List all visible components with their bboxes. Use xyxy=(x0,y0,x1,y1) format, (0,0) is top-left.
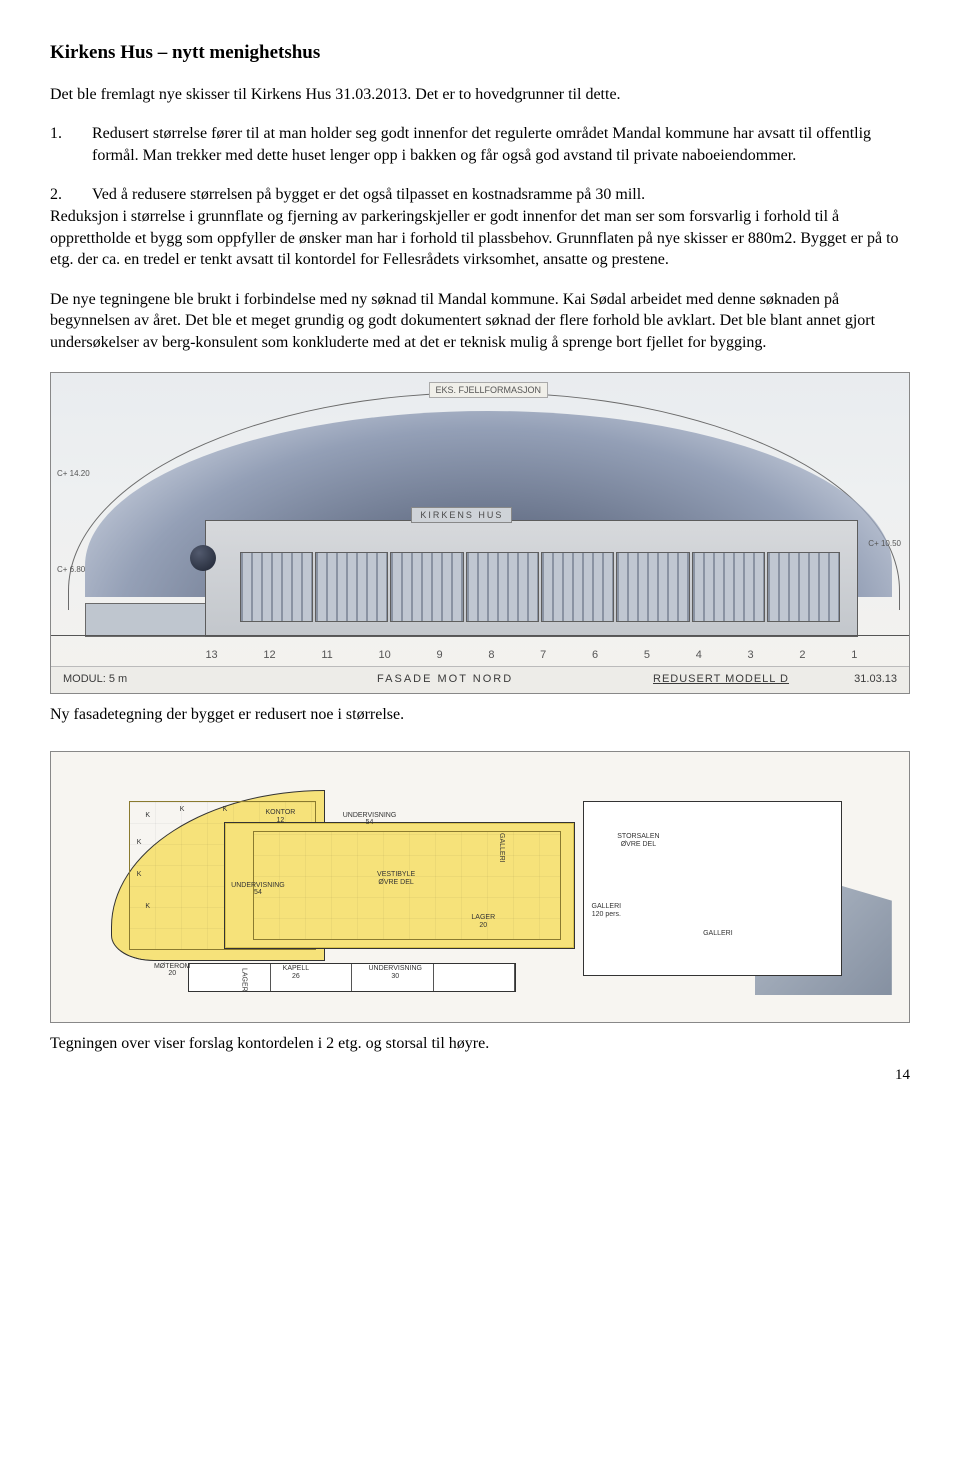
room-label: VESTIBYLE ØVRE DEL xyxy=(377,871,415,886)
hall-wing xyxy=(583,801,842,976)
room-label: STORSALEN ØVRE DEL xyxy=(617,833,659,848)
room-label: LAGER 20 xyxy=(471,914,495,929)
room-label: K xyxy=(137,839,142,847)
dimension-label: C+ 6.80 xyxy=(57,565,85,576)
room-label: K xyxy=(137,871,142,879)
body-paragraph: De nye tegningene ble brukt i forbindels… xyxy=(50,289,910,354)
room-label: UNDERVISNING 30 xyxy=(368,965,422,980)
numbered-list: 1. Redusert størrelse fører til at man h… xyxy=(50,123,910,166)
dimension-label: C+ 10.50 xyxy=(868,539,901,550)
drawing-date: 31.03.13 xyxy=(854,672,897,687)
room-label: K xyxy=(145,812,150,820)
room-label: KAPELL 26 xyxy=(283,965,309,980)
drawing-title-block: MODUL: 5 m FASADE MOT NORD REDUSERT MODE… xyxy=(51,666,909,693)
page-heading: Kirkens Hus – nytt menighetshus xyxy=(50,40,910,66)
floorplan-drawing: K K K K K K KONTOR 12 UNDERVISNING 54 UN… xyxy=(50,751,910,1023)
model-label: REDUSERT MODELL D xyxy=(653,672,789,687)
module-numbers: 13121110987654321 xyxy=(205,648,857,663)
lower-rooms xyxy=(188,963,516,992)
intro-paragraph: Det ble fremlagt nye skisser til Kirkens… xyxy=(50,84,910,106)
figure-caption: Tegningen over viser forslag kontordelen… xyxy=(50,1033,910,1055)
room-label: GALLERI xyxy=(497,833,505,863)
elevation-drawing: EKS. FJELLFORMASJON KIRKENS HUS C+ 14.20… xyxy=(50,372,910,694)
room-label: GALLERI xyxy=(703,930,733,938)
room-label: GALLERI 120 pers. xyxy=(592,903,622,918)
room-label: K xyxy=(223,806,228,814)
room-label: K xyxy=(180,806,185,814)
room-label: UNDERVISNING 54 xyxy=(343,812,397,827)
room-label: MØTEROM 20 xyxy=(154,963,191,978)
ground-line xyxy=(51,635,909,636)
list-item: 1. Redusert størrelse fører til at man h… xyxy=(50,123,910,166)
dimension-label: C+ 14.20 xyxy=(57,469,90,480)
building-sign: KIRKENS HUS xyxy=(411,507,512,523)
retaining-wall xyxy=(85,603,216,637)
list-text: Redusert størrelse fører til at man hold… xyxy=(92,123,910,166)
list-text: Ved å redusere størrelsen på bygget er d… xyxy=(92,184,910,206)
room-label: UNDERVISNING 54 xyxy=(231,882,285,897)
numbered-list: 2. Ved å redusere størrelsen på bygget e… xyxy=(50,184,910,206)
list-number: 1. xyxy=(50,123,92,166)
window-row xyxy=(240,552,841,622)
page-number: 14 xyxy=(50,1065,910,1085)
drawing-title: FASADE MOT NORD xyxy=(377,672,513,687)
rock-annotation: EKS. FJELLFORMASJON xyxy=(429,382,549,398)
list-item: 2. Ved å redusere størrelsen på bygget e… xyxy=(50,184,910,206)
figure-caption: Ny fasadetegning der bygget er redusert … xyxy=(50,704,910,726)
room-label: K xyxy=(145,903,150,911)
body-paragraph: Reduksjon i størrelse i grunnflate og fj… xyxy=(50,206,910,271)
room-label: LAGER xyxy=(240,968,248,992)
room-label: KONTOR 12 xyxy=(266,809,296,824)
list-number: 2. xyxy=(50,184,92,206)
module-scale: MODUL: 5 m xyxy=(63,672,127,687)
